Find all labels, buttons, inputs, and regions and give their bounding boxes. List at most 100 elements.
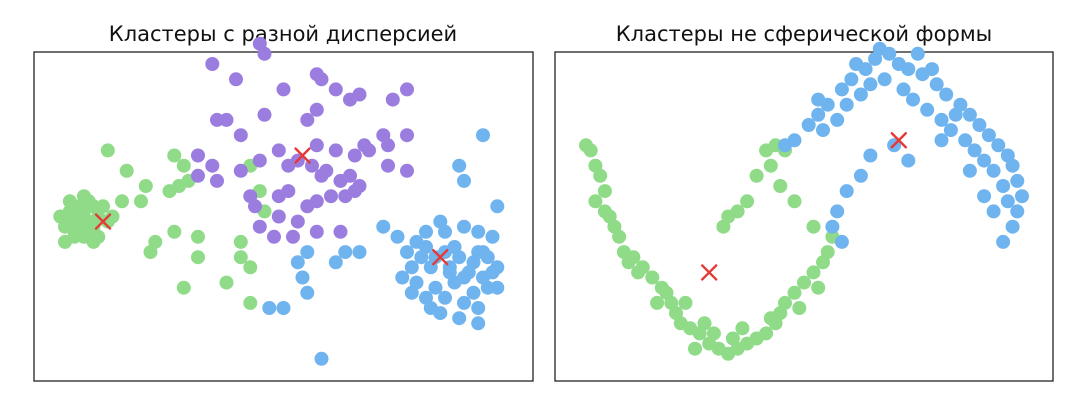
scatter-point-c0-s2-4 bbox=[376, 219, 391, 234]
scatter-point-c0-s2-58 bbox=[476, 245, 490, 260]
scatter-point-c0-s1-16 bbox=[309, 138, 324, 153]
scatter-point-c0-s1-24 bbox=[205, 158, 220, 173]
scatter-point-c0-s2-26 bbox=[466, 285, 481, 300]
scatter-point-c0-s2-55 bbox=[276, 301, 291, 315]
scatter-point-c0-s0-27 bbox=[115, 194, 129, 209]
scatter-point-c1-s1-51 bbox=[901, 153, 916, 168]
scatter-point-c0-s1-3 bbox=[229, 72, 243, 87]
scatter-point-c1-s1-61 bbox=[934, 133, 949, 148]
scatter-point-c0-s1-35 bbox=[324, 189, 338, 204]
scatter-point-c0-s2-34 bbox=[471, 316, 486, 331]
scatter-point-c0-s1-46 bbox=[309, 224, 324, 239]
scatter-point-c0-s2-43 bbox=[485, 265, 500, 280]
centroid-marker-c0-1 bbox=[294, 147, 311, 164]
scatter-point-c1-s0-60 bbox=[725, 331, 740, 346]
scatter-point-c0-s1-37 bbox=[347, 184, 362, 199]
scatter-point-c1-s1-54 bbox=[986, 204, 1001, 219]
scatter-point-c1-s0-52 bbox=[706, 326, 721, 341]
scatter-point-c0-s1-57 bbox=[385, 92, 400, 107]
scatter-point-c1-s0-57 bbox=[811, 280, 826, 295]
scatter-point-c0-s1-21 bbox=[381, 138, 395, 153]
scatter-point-c0-s2-56 bbox=[314, 351, 329, 366]
scatter-point-c0-s1-22 bbox=[400, 128, 414, 143]
scatter-point-c1-s1-26 bbox=[996, 234, 1011, 249]
scatter-point-c0-s1-9 bbox=[352, 87, 367, 102]
scatter-point-c0-s0-46 bbox=[219, 275, 234, 290]
scatter-point-c1-s1-43 bbox=[1000, 194, 1015, 209]
scatter-point-c0-s2-30 bbox=[457, 295, 471, 310]
scatter-point-c0-s2-52 bbox=[338, 245, 353, 260]
scatter-point-c0-s1-25 bbox=[233, 163, 248, 178]
scatter-point-c0-s2-51 bbox=[328, 255, 343, 270]
scatter-point-c1-s1-14 bbox=[939, 87, 954, 102]
scatter-point-c0-s1-50 bbox=[252, 219, 267, 234]
scatter-point-c0-s0-40 bbox=[191, 229, 205, 244]
scatter-point-c1-s0-50 bbox=[650, 295, 665, 310]
scatter-point-c1-s1-37 bbox=[943, 123, 958, 138]
scatter-point-c0-s1-13 bbox=[233, 128, 248, 143]
scatter-point-c1-s1-48 bbox=[825, 219, 840, 234]
scatter-point-c1-s1-1 bbox=[787, 133, 802, 148]
scatter-point-c1-s1-22 bbox=[1010, 173, 1025, 188]
scatter-point-c0-s0-45 bbox=[176, 280, 191, 295]
scatter-point-c0-s0-39 bbox=[143, 245, 158, 260]
chart-title-right: Кластеры не сферической формы bbox=[616, 22, 993, 46]
scatter-point-c1-s0-45 bbox=[740, 194, 755, 209]
scatter-point-c0-s2-57 bbox=[490, 280, 505, 295]
scatter-point-c0-s0-30 bbox=[138, 179, 153, 193]
scatter-point-c0-s1-41 bbox=[271, 189, 286, 204]
scatter-point-c0-s0-29 bbox=[119, 163, 134, 178]
scatter-point-c0-s1-10 bbox=[309, 102, 324, 117]
scatter-point-c1-s1-16 bbox=[962, 107, 977, 122]
scatter-point-c0-s0-42 bbox=[233, 234, 248, 249]
chart-panel-left: Кластеры с разной дисперсией bbox=[33, 22, 534, 382]
scatter-point-c1-s1-49 bbox=[834, 234, 849, 249]
scatter-point-c0-s0-32 bbox=[167, 148, 182, 163]
scatter-point-c0-s2-38 bbox=[414, 250, 429, 265]
scatter-point-c0-s2-8 bbox=[457, 219, 471, 234]
scatter-point-c0-s0-22 bbox=[53, 209, 68, 224]
scatter-point-c0-s0-18 bbox=[96, 199, 110, 214]
scatter-point-c1-s1-17 bbox=[972, 118, 987, 132]
scatter-point-c1-s0-31 bbox=[787, 285, 802, 300]
scatter-point-c0-s1-7 bbox=[328, 82, 343, 97]
scatter-point-c0-s1-6 bbox=[314, 72, 329, 87]
scatter-point-c0-s0-26 bbox=[62, 194, 77, 209]
scatter-point-c1-s0-33 bbox=[806, 265, 821, 280]
scatter-point-c1-s0-59 bbox=[688, 341, 702, 356]
scatter-point-c1-s1-24 bbox=[1010, 204, 1025, 219]
scatter-point-c1-s1-18 bbox=[981, 128, 996, 143]
scatter-point-c1-s0-58 bbox=[631, 265, 646, 280]
scatter-point-c0-s2-10 bbox=[485, 229, 500, 244]
scatter-point-c1-s1-11 bbox=[901, 62, 916, 77]
centroid-marker-c0-2 bbox=[432, 248, 449, 266]
scatter-point-c0-s2-24 bbox=[428, 280, 443, 295]
scatter-point-c1-s1-39 bbox=[967, 143, 982, 158]
scatter-point-c0-s2-45 bbox=[404, 285, 419, 300]
scatter-point-c1-s1-3 bbox=[811, 107, 826, 122]
scatter-point-c1-s0-44 bbox=[749, 168, 764, 183]
scatter-point-c0-s2-11 bbox=[400, 245, 414, 260]
scatter-point-c1-s1-28 bbox=[830, 112, 845, 127]
scatter-point-c0-s1-48 bbox=[286, 229, 300, 244]
scatter-point-c0-s2-31 bbox=[471, 301, 486, 315]
scatter-point-c0-s2-3 bbox=[490, 199, 505, 214]
scatter-point-c1-s1-47 bbox=[830, 204, 845, 219]
scatter-point-c1-s0-37 bbox=[806, 219, 821, 234]
scatter-point-c0-s0-21 bbox=[58, 234, 72, 249]
scatter-point-c0-s2-1 bbox=[452, 158, 467, 173]
scatter-point-c1-s0-1 bbox=[583, 143, 598, 158]
scatter-point-c0-s0-36 bbox=[162, 184, 177, 199]
scatter-point-c1-s1-6 bbox=[844, 72, 859, 87]
scatter-point-c0-s1-39 bbox=[300, 199, 315, 214]
scatter-point-c0-s1-14 bbox=[257, 107, 272, 122]
scatter-point-c1-s0-9 bbox=[612, 229, 627, 244]
scatter-layer-right bbox=[579, 41, 1029, 361]
scatter-point-c1-s0-38 bbox=[787, 194, 802, 209]
scatter-point-c0-s2-39 bbox=[428, 250, 443, 265]
scatter-point-c1-s1-27 bbox=[816, 123, 830, 138]
scatter-point-c1-s1-19 bbox=[991, 138, 1006, 153]
scatter-point-c0-s2-50 bbox=[300, 285, 315, 300]
scatter-point-c0-s1-2 bbox=[252, 36, 267, 51]
scatter-point-c1-s1-57 bbox=[925, 62, 939, 77]
